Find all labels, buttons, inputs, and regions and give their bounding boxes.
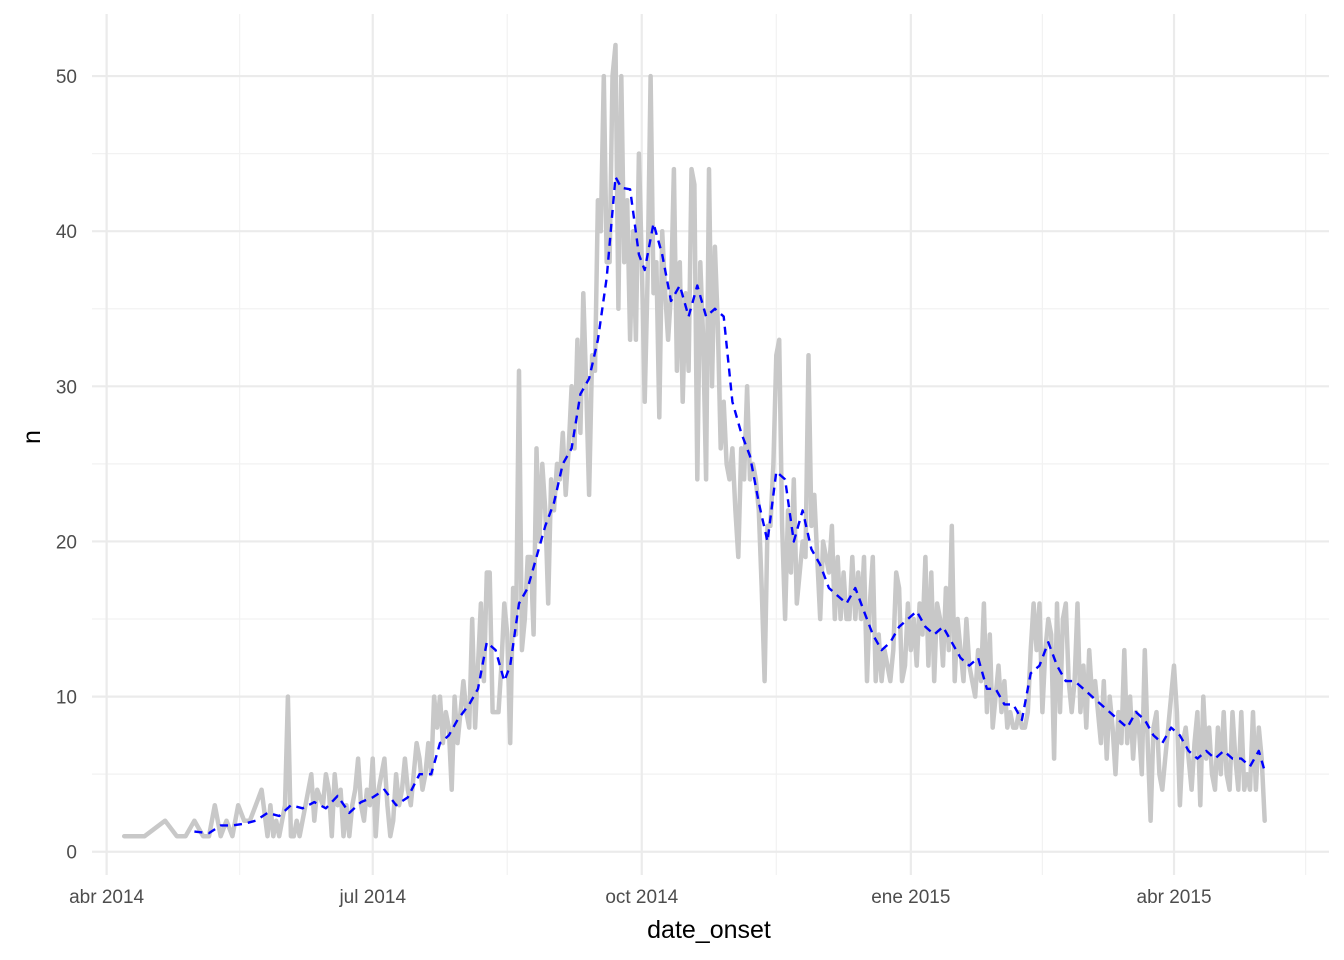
y-axis-title: n — [18, 430, 46, 444]
y-axis-tick-labels: 0 10 20 30 40 50 — [56, 67, 77, 864]
y-tick-label: 10 — [56, 688, 77, 709]
x-tick-label: abr 2014 — [69, 887, 144, 908]
y-tick-label: 0 — [66, 843, 77, 864]
x-tick-label: abr 2015 — [1137, 887, 1212, 908]
y-tick-label: 30 — [56, 377, 77, 398]
y-tick-label: 50 — [56, 67, 77, 88]
daily-count-line — [121, 42, 1267, 839]
x-tick-label: jul 2014 — [338, 887, 406, 908]
x-axis-tick-labels: abr 2014 jul 2014 oct 2014 ene 2015 abr 2015 — [69, 887, 1211, 908]
series-layer — [121, 42, 1267, 839]
minor-gridlines — [92, 14, 1329, 875]
x-tick-label: ene 2015 — [871, 887, 950, 908]
x-tick-label: oct 2014 — [605, 887, 678, 908]
y-tick-label: 20 — [56, 532, 77, 553]
x-axis-title: date_onset — [647, 916, 771, 944]
y-tick-label: 40 — [56, 222, 77, 243]
